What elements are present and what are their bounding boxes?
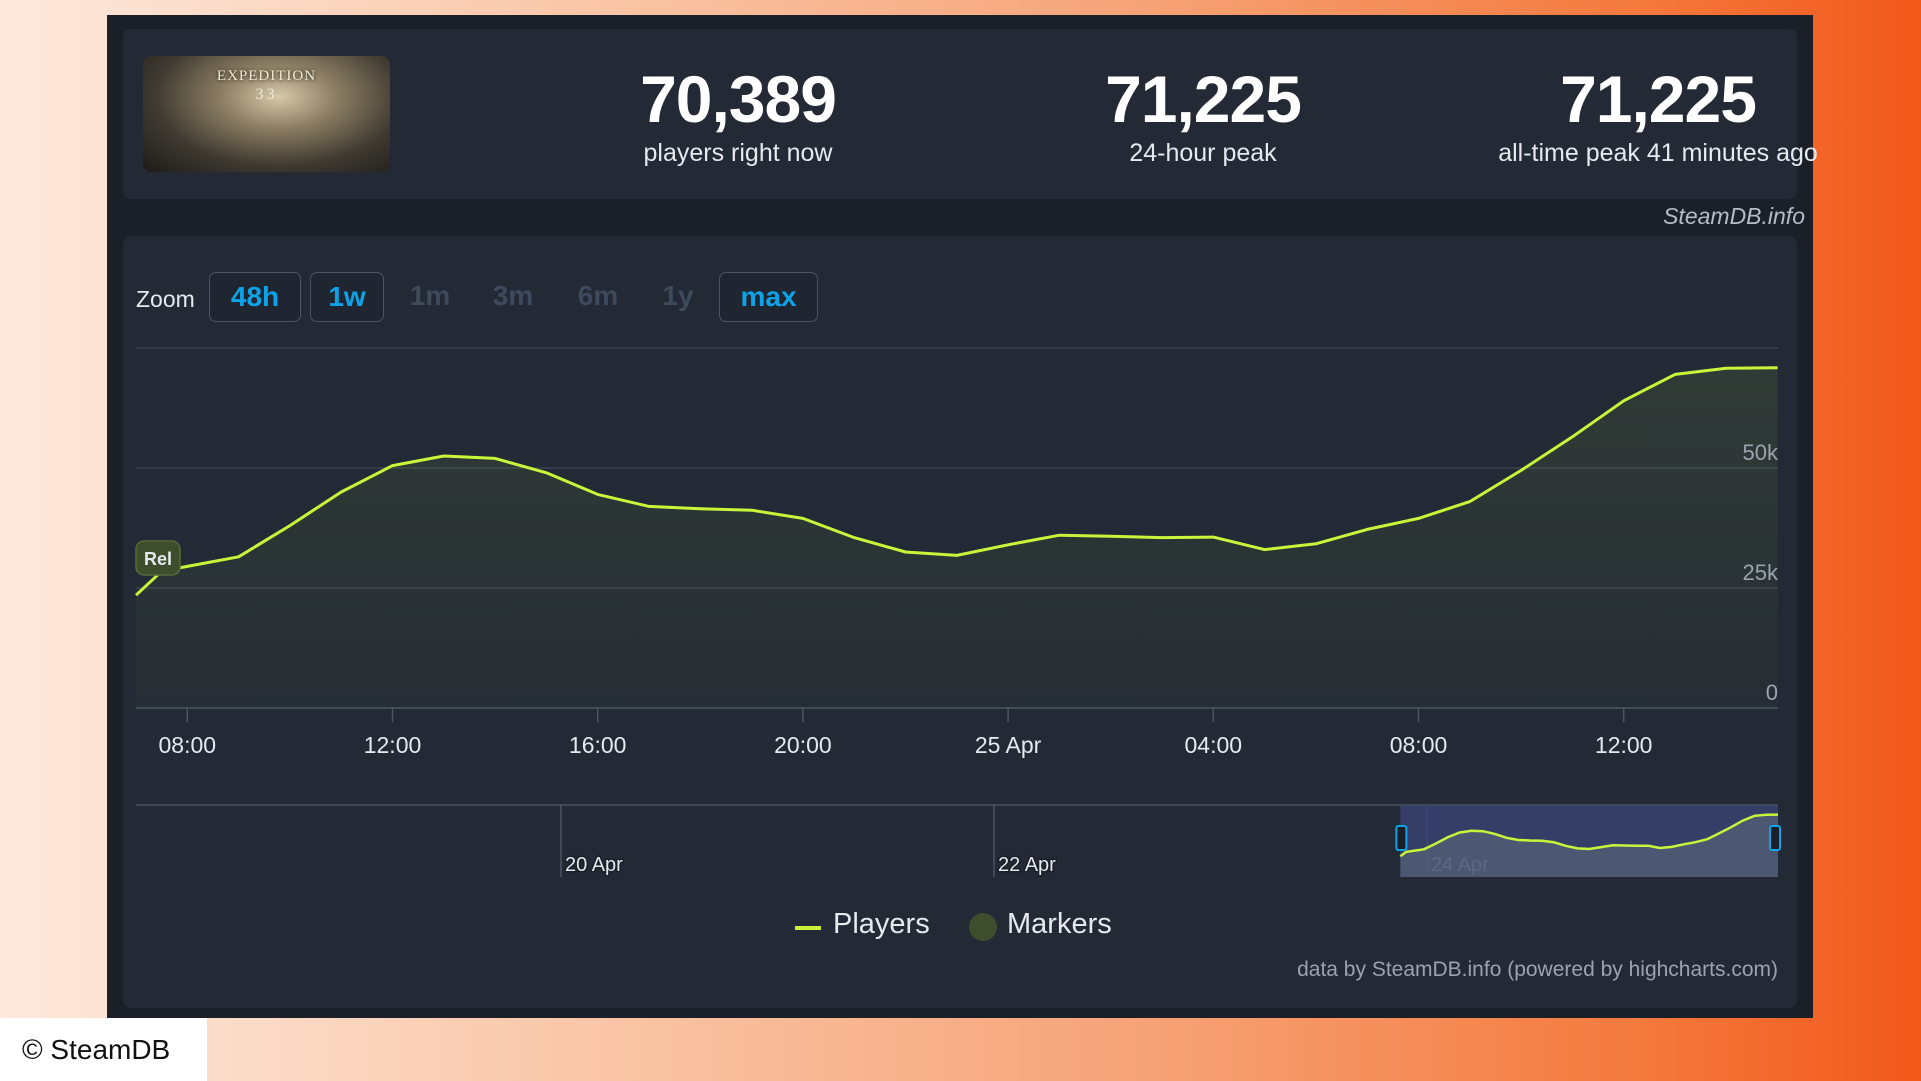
y-tick-label: 50k xyxy=(1743,440,1779,465)
navigator-left-handle[interactable] xyxy=(1395,825,1408,851)
all-time-peak-value: 71,225 xyxy=(1560,62,1757,136)
current-players-label: players right now xyxy=(643,139,833,167)
x-tick-label: 20:00 xyxy=(774,732,832,758)
zoom-3m-button: 3m xyxy=(492,280,534,311)
legend-players-label: Players xyxy=(833,908,930,940)
zoom-1w-button[interactable]: 1w xyxy=(310,272,384,322)
x-tick-label: 08:00 xyxy=(159,732,217,758)
players-line-swatch xyxy=(795,926,821,930)
x-tick-label: 08:00 xyxy=(1390,732,1448,758)
current-players-value: 70,389 xyxy=(640,62,837,136)
zoom-max-button[interactable]: max xyxy=(719,272,818,322)
x-tick-label: 12:00 xyxy=(1595,732,1653,758)
zoom-1m-button: 1m xyxy=(409,280,451,311)
navigator-mini-line xyxy=(1399,813,1779,858)
y-axis-labels: 0 25k 50k xyxy=(1743,440,1779,705)
release-marker-label: Rel xyxy=(144,549,172,569)
x-tick-label: 25 Apr xyxy=(975,732,1042,758)
steamdb-watermark[interactable]: SteamDB.info xyxy=(1663,203,1805,229)
thumbnail-subtitle: 33 xyxy=(255,86,278,103)
chart-markers[interactable]: Rel xyxy=(135,540,181,576)
x-tick-label: 12:00 xyxy=(364,732,422,758)
zoom-6m-button: 6m xyxy=(577,280,619,311)
y-tick-label: 0 xyxy=(1766,680,1778,705)
navigator-right-handle[interactable] xyxy=(1769,825,1781,851)
chart-area xyxy=(134,366,1778,708)
x-tick-label: 16:00 xyxy=(569,732,627,758)
players-series-line xyxy=(134,366,1778,597)
current-players-stat: 70,389 players right now xyxy=(503,65,973,169)
y-tick-label: 25k xyxy=(1743,560,1779,585)
zoom-48h-button[interactable]: 48h xyxy=(209,272,301,322)
chart-credits[interactable]: data by SteamDB.info (powered by highcha… xyxy=(1297,958,1778,981)
all-time-peak-label: all-time peak 41 minutes ago xyxy=(1498,139,1818,167)
markers-dot-swatch xyxy=(969,913,997,941)
x-axis: 08:00 12:00 16:00 20:00 25 Apr 04:00 08:00 12:0… xyxy=(159,708,1653,758)
legend-markers-label: Markers xyxy=(1007,908,1112,940)
x-tick-label: 04:00 xyxy=(1185,732,1243,758)
game-thumbnail[interactable]: EXPEDITION 33 xyxy=(143,56,390,172)
stats-card: EXPEDITION 33 70,389 players right now 7… xyxy=(123,29,1818,199)
all-time-peak-stat: 71,225 all-time peak 41 minutes ago xyxy=(1423,65,1893,169)
players-area-fill xyxy=(136,367,1778,708)
zoom-1y-button: 1y xyxy=(662,280,694,311)
daily-peak-stat: 71,225 24-hour peak xyxy=(968,65,1438,169)
daily-peak-value: 71,225 xyxy=(1105,62,1302,136)
navigator-mini-area xyxy=(1400,814,1778,877)
thumbnail-title: EXPEDITION xyxy=(216,68,317,84)
navigator-date-label: 20 Apr xyxy=(565,854,623,876)
daily-peak-label: 24-hour peak xyxy=(1129,139,1277,167)
zoom-label: Zoom xyxy=(136,286,195,312)
release-marker[interactable] xyxy=(135,540,181,576)
navigator-date-label: 22 Apr xyxy=(998,854,1056,876)
copyright-notice: © SteamDB xyxy=(0,1018,207,1081)
